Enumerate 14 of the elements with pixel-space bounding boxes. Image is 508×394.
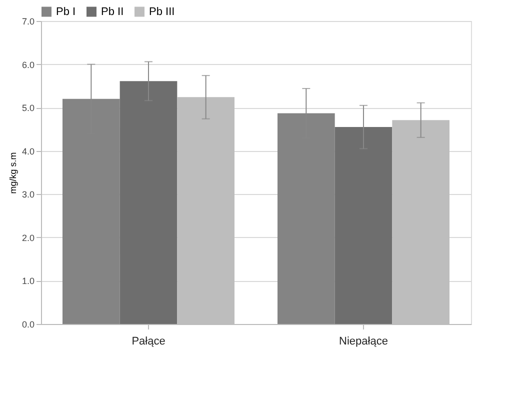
y-tick-label: 6.0 bbox=[22, 60, 34, 70]
y-tick-label: 2.0 bbox=[22, 232, 34, 243]
y-tick-label: 7.0 bbox=[22, 16, 34, 26]
y-axis-title: mg/kg s.m bbox=[8, 152, 18, 194]
legend-label: Pb II bbox=[101, 6, 124, 18]
y-tick-label: 4.0 bbox=[22, 146, 34, 156]
legend-label: Pb I bbox=[56, 6, 76, 18]
y-tick-label: 3.0 bbox=[22, 190, 34, 200]
y-tick-label: 1.0 bbox=[22, 276, 34, 286]
x-tick-label: Pałące bbox=[132, 336, 166, 348]
x-tick-label: Niepałące bbox=[339, 336, 388, 348]
y-tick-label: 5.0 bbox=[22, 103, 34, 114]
y-tick-label: 0.0 bbox=[22, 320, 34, 330]
legend-label: Pb III bbox=[149, 6, 175, 18]
